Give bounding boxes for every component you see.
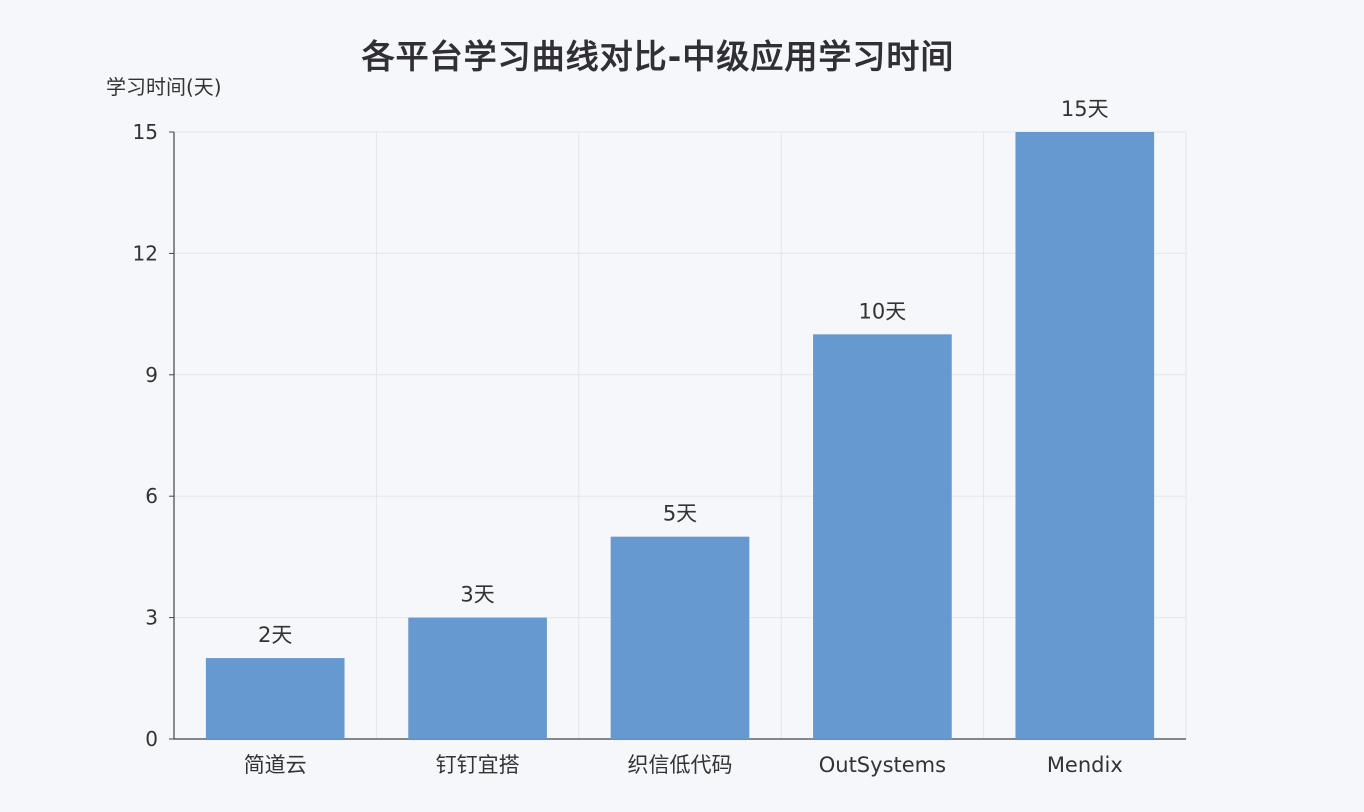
y-tick-label: 9 xyxy=(145,363,158,387)
grid-lines xyxy=(174,131,1187,739)
data-label: 15天 xyxy=(1061,97,1109,121)
bar xyxy=(813,334,952,739)
bar xyxy=(205,658,345,739)
y-tick-label: 12 xyxy=(133,241,158,265)
y-tick-label: 3 xyxy=(145,606,158,630)
data-label: 10天 xyxy=(859,299,907,323)
x-tick-label: 织信低代码 xyxy=(628,753,733,777)
bar xyxy=(610,536,750,739)
y-tick-label: 15 xyxy=(133,120,158,144)
data-label: 5天 xyxy=(663,502,697,526)
y-tick-label: 6 xyxy=(145,484,158,508)
x-tick-label: 钉钉宜搭 xyxy=(436,753,520,777)
x-tick-label: Mendix xyxy=(1047,753,1123,777)
chart-title: 各平台学习曲线对比-中级应用学习时间 xyxy=(361,37,955,76)
y-tick-label: 0 xyxy=(145,727,158,751)
bars xyxy=(205,132,1155,739)
y-axis-label: 学习时间(天) xyxy=(106,75,222,99)
bar xyxy=(1015,132,1155,739)
bar xyxy=(408,617,547,739)
data-label: 3天 xyxy=(460,583,494,607)
x-tick-label: 简道云 xyxy=(244,753,307,777)
data-label: 2天 xyxy=(258,623,292,647)
x-tick-label: OutSystems xyxy=(819,753,946,777)
